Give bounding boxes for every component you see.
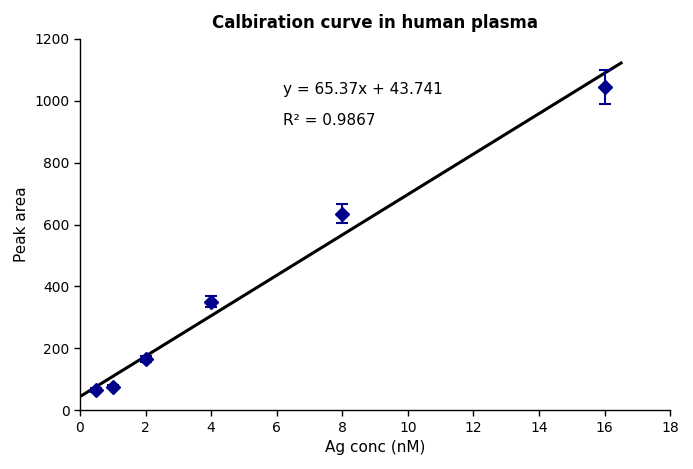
Y-axis label: Peak area: Peak area — [14, 187, 29, 262]
Text: y = 65.37x + 43.741: y = 65.37x + 43.741 — [283, 82, 443, 97]
Text: R² = 0.9867: R² = 0.9867 — [283, 113, 376, 128]
X-axis label: Ag conc (nM): Ag conc (nM) — [325, 440, 426, 455]
Title: Calbiration curve in human plasma: Calbiration curve in human plasma — [212, 14, 538, 32]
